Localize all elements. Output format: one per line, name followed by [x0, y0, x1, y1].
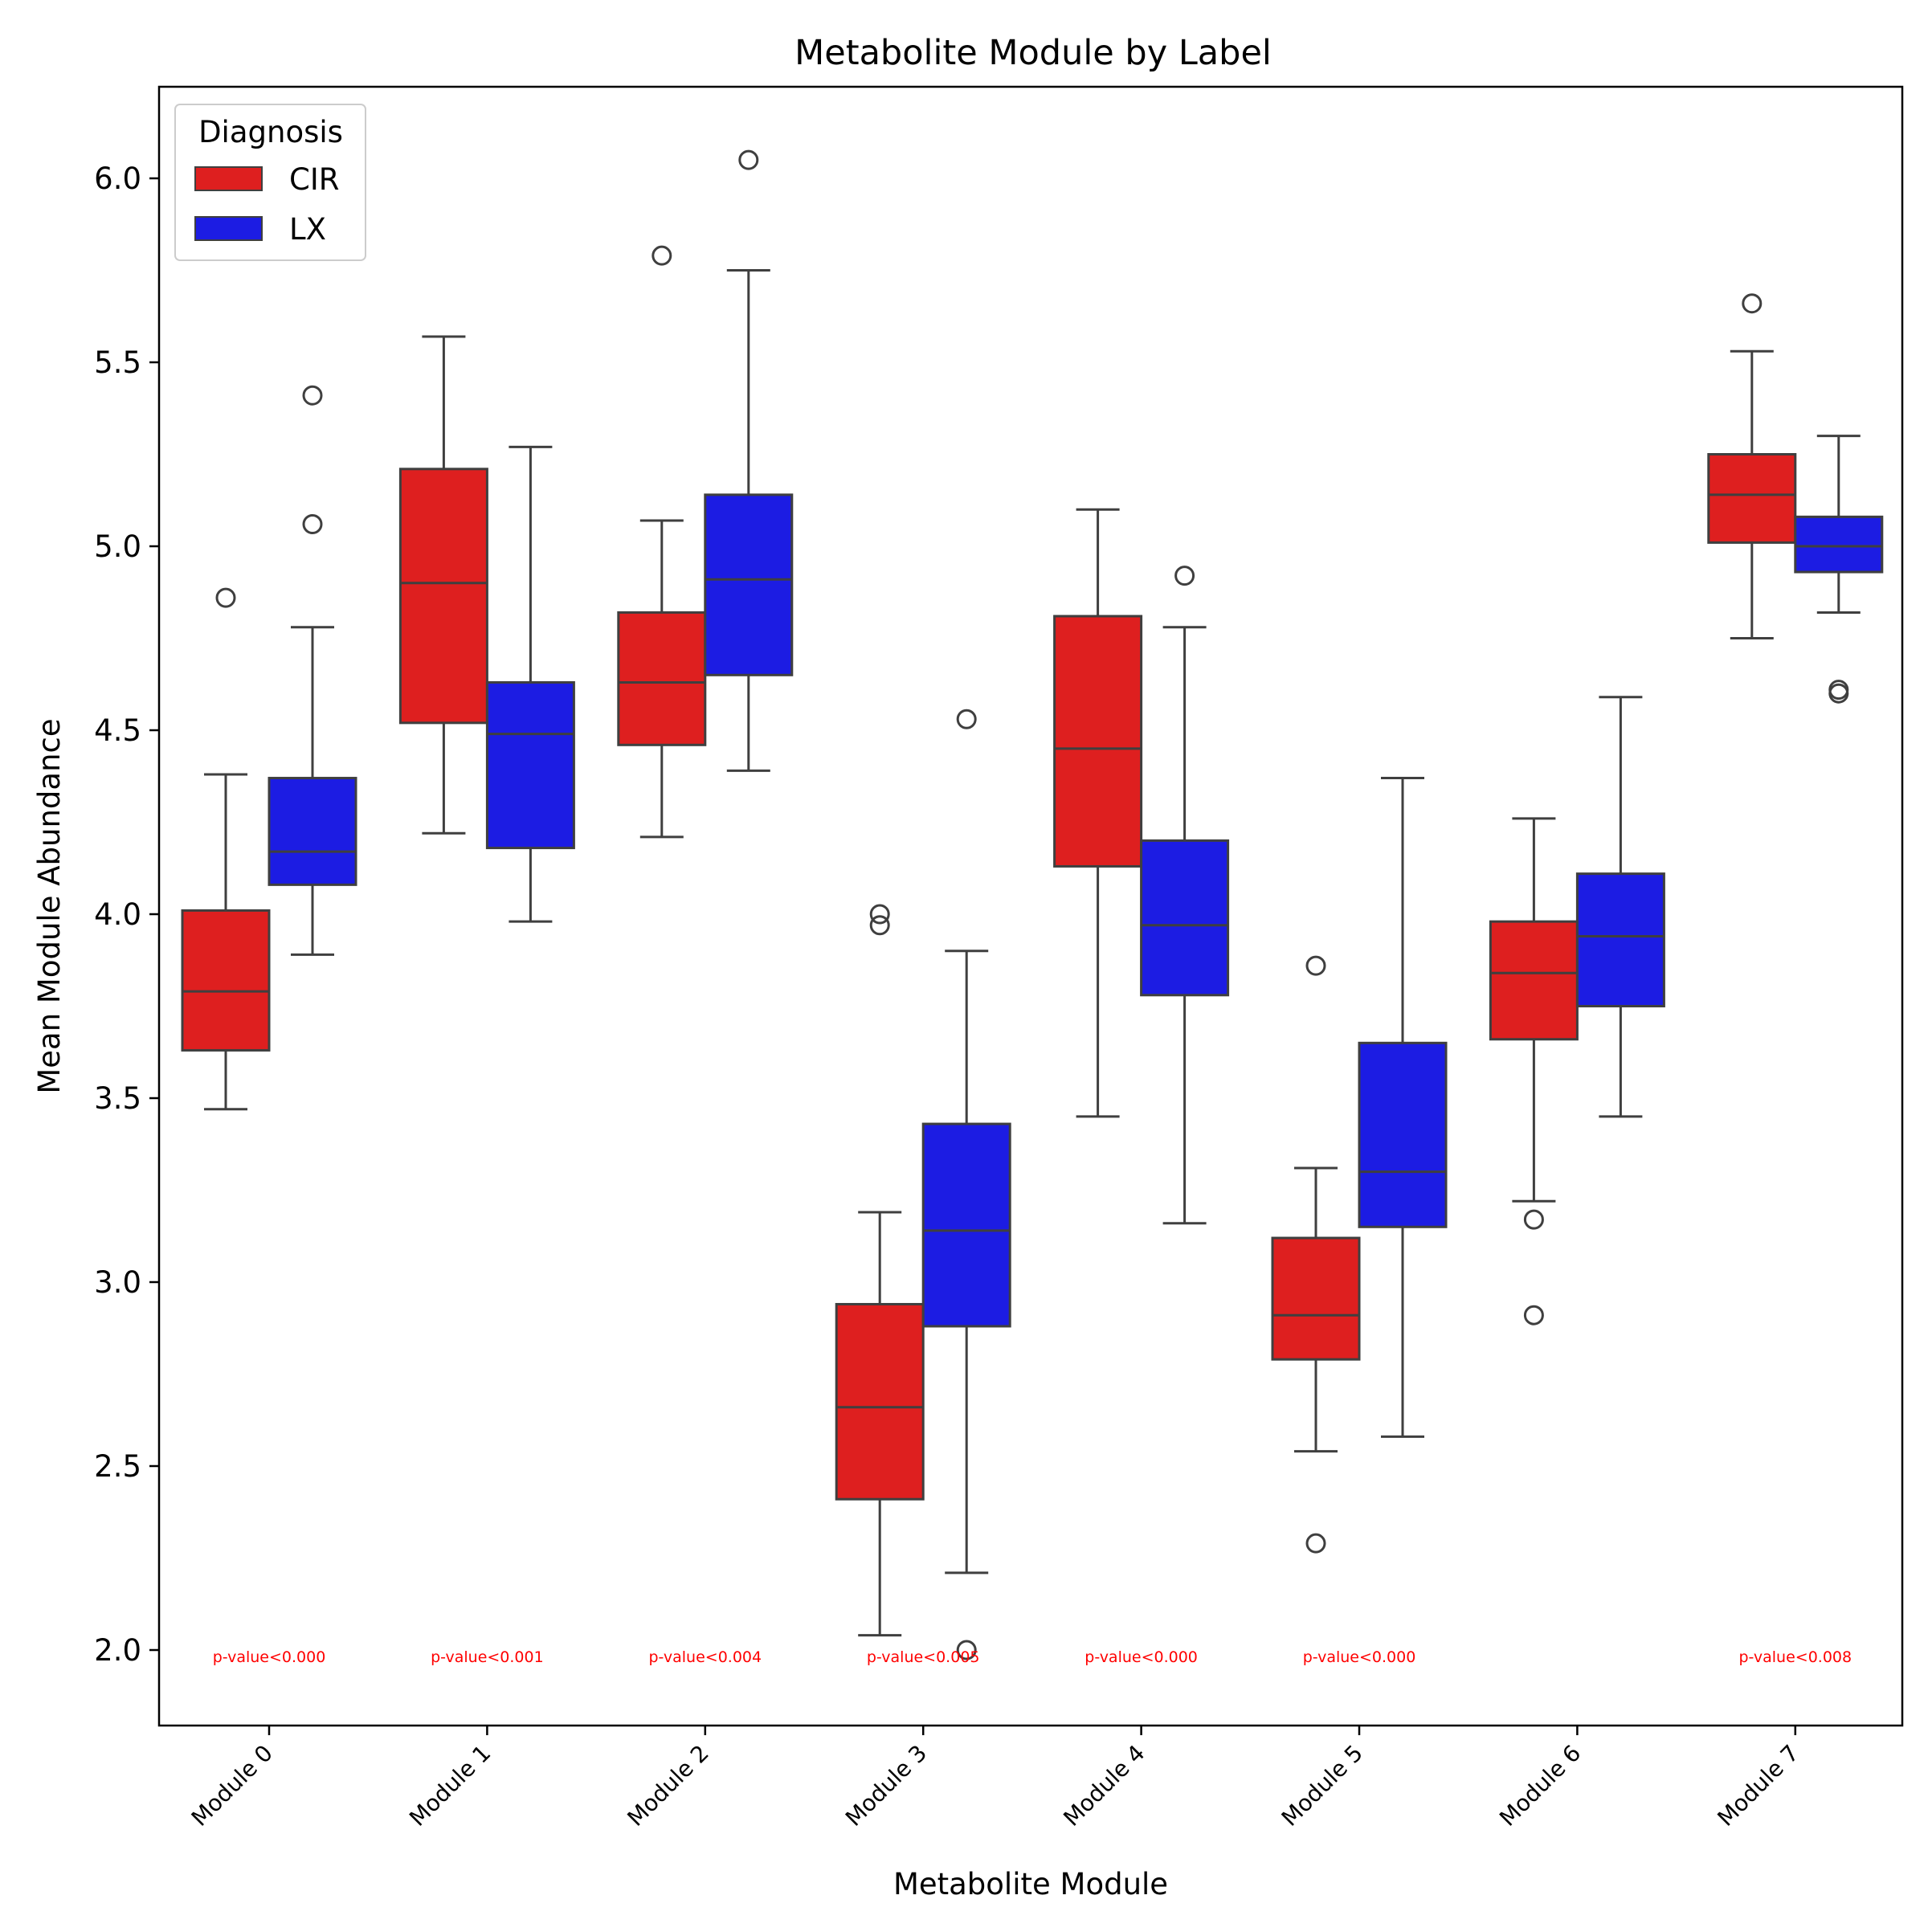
box-group-cir: [835, 904, 925, 1637]
plot-frame: [157, 85, 1904, 1727]
legend-swatch-cir: [194, 166, 263, 191]
box: [1140, 839, 1230, 997]
outlier-point: [956, 1640, 977, 1660]
p-value-annotation: p-value<0.000: [1084, 1648, 1198, 1666]
chart-title: Metabolite Module by Label: [794, 33, 1272, 73]
box: [1358, 1041, 1448, 1228]
outlier-point: [652, 245, 672, 266]
box: [1707, 453, 1797, 544]
p-value-annotation: p-value<0.005: [867, 1648, 980, 1666]
box-group-cir: [1271, 955, 1361, 1554]
y-axis: 2.0 2.5 3.0 3.5 4.0 4.5 5.0 5.5 6.0: [94, 161, 159, 1668]
box: [1271, 1236, 1361, 1361]
y-tick-label: 4.5: [94, 713, 141, 748]
box-group-lx: [704, 149, 794, 772]
box: [835, 1302, 925, 1501]
annotations-layer: p-value<0.000 p-value<0.001 p-value<0.004 p…: [213, 1648, 1852, 1666]
y-tick-label: 2.0: [94, 1633, 141, 1668]
box-group-lx: [268, 385, 357, 956]
box: [181, 909, 271, 1052]
legend-title: Diagnosis: [198, 115, 343, 149]
outlier-point: [1305, 955, 1326, 976]
outlier-point: [869, 904, 890, 925]
legend-label-cir: CIR: [289, 162, 339, 197]
y-tick-label: 3.0: [94, 1265, 141, 1300]
box-group-lx: [1794, 435, 1884, 704]
box: [398, 468, 488, 725]
box-group-lx: [1358, 777, 1448, 1438]
outlier-point: [1523, 1209, 1544, 1230]
y-tick-label: 4.0: [94, 897, 141, 932]
p-value-annotation: p-value<0.004: [648, 1648, 762, 1666]
box: [704, 493, 794, 676]
legend-swatch-lx: [194, 216, 263, 241]
y-axis-label: Mean Module Abundance: [32, 718, 67, 1093]
box-group-cir: [1053, 508, 1143, 1118]
box: [485, 680, 575, 850]
outlier-point: [1174, 566, 1195, 586]
box-group-cir: [181, 587, 271, 1111]
outlier-point: [1305, 1533, 1326, 1554]
y-tick-label: 5.0: [94, 529, 141, 564]
outlier-point: [738, 149, 759, 170]
box-group-cir: [1707, 293, 1797, 639]
y-tick-label: 2.5: [94, 1449, 141, 1484]
outlier-point: [1523, 1305, 1544, 1325]
outlier-point: [302, 514, 323, 535]
box-group-lx: [1140, 566, 1230, 1225]
boxes-layer: [181, 149, 1884, 1660]
p-value-annotation: p-value<0.001: [431, 1648, 544, 1666]
box-group-lx: [485, 445, 575, 923]
box: [268, 777, 357, 886]
box-group-lx: [1575, 696, 1665, 1118]
box: [1053, 615, 1143, 868]
box: [921, 1122, 1011, 1328]
outlier-point: [956, 709, 977, 729]
box: [617, 611, 707, 746]
p-value-annotation: p-value<0.000: [1303, 1648, 1416, 1666]
x-axis-label: Metabolite Module: [893, 1867, 1168, 1901]
outlier-point: [302, 385, 323, 406]
y-tick-label: 3.5: [94, 1081, 141, 1116]
box-group-cir: [617, 245, 707, 839]
legend-label-lx: LX: [289, 212, 326, 247]
p-value-annotation: p-value<0.000: [213, 1648, 326, 1666]
box-group-cir: [398, 335, 488, 835]
box-group-lx: [921, 709, 1011, 1660]
box: [1794, 515, 1884, 574]
legend: Diagnosis CIR LX: [174, 104, 366, 261]
p-value-annotation: p-value<0.008: [1738, 1648, 1852, 1666]
y-tick-label: 5.5: [94, 345, 141, 380]
outlier-point: [1828, 683, 1849, 704]
box: [1575, 872, 1665, 1007]
outlier-point: [1742, 293, 1763, 314]
outlier-point: [869, 915, 890, 936]
box: [1489, 920, 1579, 1041]
y-tick-label: 6.0: [94, 161, 141, 196]
outlier-point: [215, 587, 236, 608]
